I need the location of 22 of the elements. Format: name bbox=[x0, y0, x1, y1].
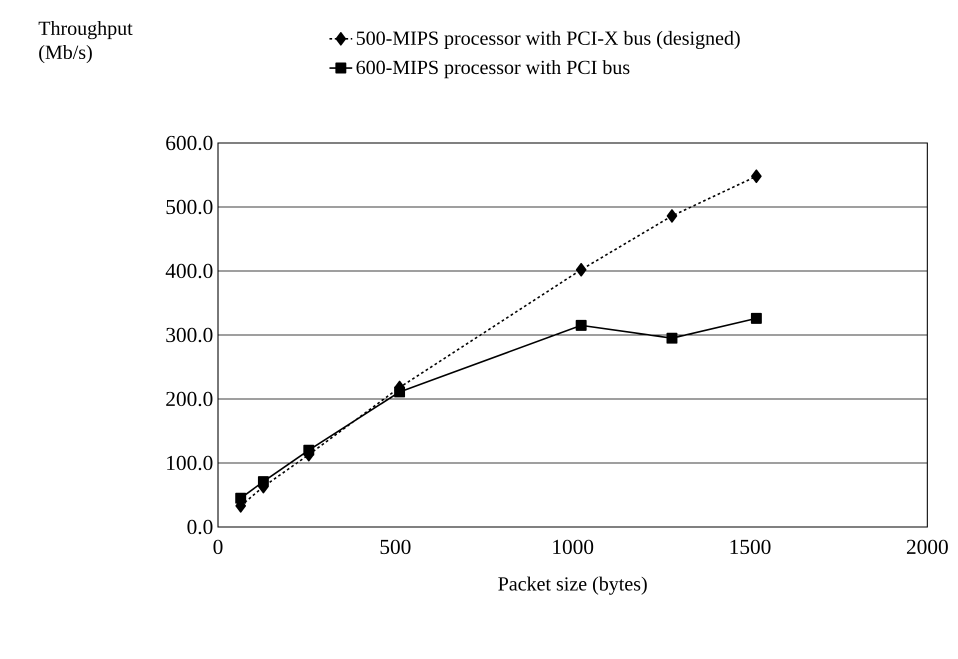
x-tick-label: 2000 bbox=[906, 540, 948, 554]
y-tick-label: 300.0 bbox=[166, 328, 212, 342]
point bbox=[576, 262, 586, 277]
legend-label: 600-MIPS processor with PCI bus bbox=[356, 60, 630, 78]
legend-label: 500-MIPS processor with PCI-X bus (designed) bbox=[356, 30, 740, 50]
y-tick-label: 500.0 bbox=[166, 200, 212, 214]
x-tick-label: 1000 bbox=[553, 540, 594, 554]
y-tick-label: 600.0 bbox=[166, 136, 212, 150]
x-tick-label: 500 bbox=[380, 540, 411, 554]
point bbox=[576, 320, 587, 331]
x-axis-title: Packet size (bytes) bbox=[498, 576, 647, 595]
point bbox=[666, 332, 678, 344]
y-axis-title: Throughput (Mb/s) bbox=[38, 20, 133, 64]
x-tick-label: 0 bbox=[213, 540, 223, 554]
y-tick-label: 200.0 bbox=[166, 392, 212, 406]
y-tick-label: 0.0 bbox=[187, 520, 212, 534]
y-tick-label: 100.0 bbox=[167, 456, 212, 470]
y-tick-label: 400.0 bbox=[166, 264, 212, 278]
point bbox=[750, 312, 762, 324]
x-tick-label: 1500 bbox=[730, 540, 771, 554]
point bbox=[666, 209, 678, 223]
point bbox=[751, 169, 762, 184]
